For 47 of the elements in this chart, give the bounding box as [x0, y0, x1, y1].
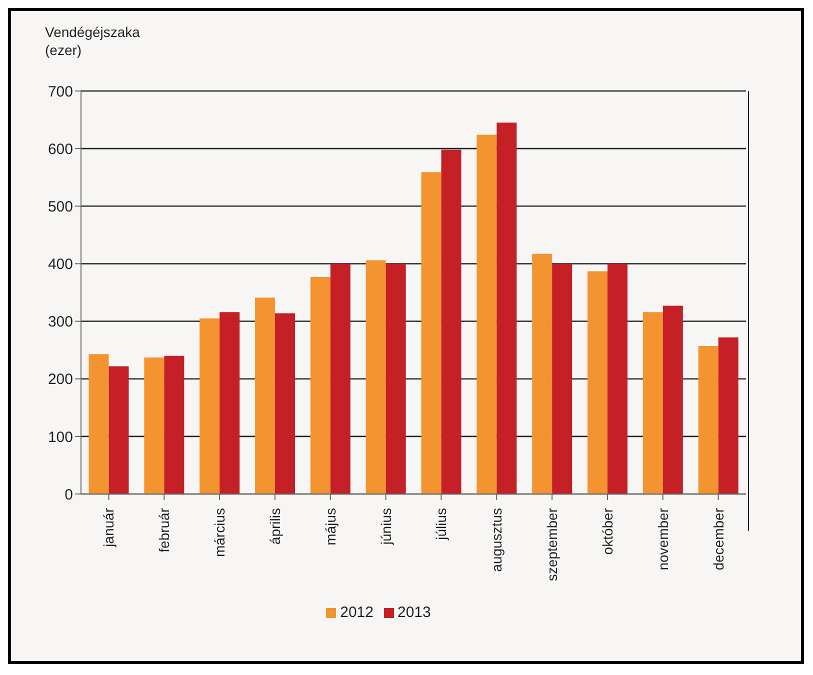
y-tick-label: 400: [48, 256, 73, 274]
bar: [588, 271, 608, 494]
x-tick-label: december: [710, 508, 726, 570]
bar: [476, 134, 497, 494]
legend-label: 2013: [398, 604, 431, 621]
bar: [662, 306, 683, 494]
x-tick-label: január: [100, 508, 117, 548]
x-tick-label: július: [433, 508, 450, 541]
y-tick-label: 600: [48, 140, 73, 158]
bar: [310, 276, 330, 494]
x-tick-label: június: [378, 508, 394, 546]
x-tick-label: november: [654, 508, 671, 570]
bar: [441, 150, 462, 494]
bar: [496, 122, 517, 494]
legend-label: 2012: [340, 604, 374, 621]
bar: [330, 264, 350, 494]
x-tick-label: április: [266, 508, 283, 545]
x-tick-label: szeptember: [544, 508, 560, 582]
y-tick-label: 300: [48, 314, 73, 331]
y-tick-label: 700: [48, 83, 73, 100]
bar: [386, 264, 406, 494]
bar: [220, 312, 240, 494]
bar: [698, 346, 718, 494]
x-tick-label: október: [599, 508, 616, 555]
bar: [718, 337, 738, 494]
x-tick-label: március: [212, 508, 228, 558]
bar: [164, 356, 184, 494]
bar: [275, 313, 296, 494]
bar: [608, 264, 628, 494]
y-axis-title: Vendégéjszaka (ezer): [45, 23, 140, 59]
bar: [88, 354, 109, 494]
bar: [144, 358, 164, 494]
bar: [642, 312, 663, 494]
y-tick-label: 100: [48, 428, 73, 446]
bar: [255, 298, 276, 494]
bar: [532, 254, 552, 494]
bar: [108, 366, 129, 494]
x-tick-label: május: [322, 508, 338, 546]
y-tick-label: 0: [64, 486, 73, 504]
bar: [366, 260, 386, 494]
bar: [421, 172, 442, 494]
y-tick-label: 200: [48, 371, 73, 388]
bar: [552, 264, 572, 494]
x-tick-label: február: [156, 508, 172, 552]
x-tick-label: augusztus: [488, 508, 505, 572]
y-tick-label: 500: [48, 198, 73, 216]
bar: [200, 318, 220, 494]
